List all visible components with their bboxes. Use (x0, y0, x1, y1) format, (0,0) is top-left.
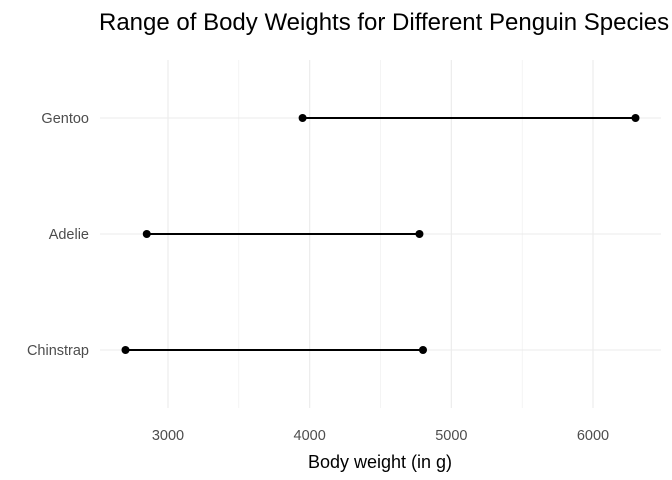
x-tick-label: 6000 (577, 428, 609, 444)
max-point (631, 114, 640, 122)
x-tick-labels: 3000 4000 5000 6000 (152, 428, 609, 444)
x-tick-label: 5000 (435, 428, 467, 444)
y-tick-labels: Gentoo Adelie Chinstrap (27, 111, 89, 359)
data-marks (121, 114, 640, 354)
y-tick-label: Chinstrap (27, 343, 89, 359)
x-tick-label: 4000 (294, 428, 326, 444)
y-tick-label: Adelie (49, 227, 89, 243)
max-point (415, 230, 424, 238)
max-point (419, 346, 427, 354)
min-point (121, 346, 130, 354)
y-tick-label: Gentoo (41, 111, 89, 127)
chart-title: Range of Body Weights for Different Peng… (99, 9, 669, 36)
x-tick-label: 3000 (152, 428, 184, 444)
min-point (142, 230, 151, 238)
x-axis-title: Body weight (in g) (308, 452, 452, 472)
min-point (298, 114, 307, 122)
